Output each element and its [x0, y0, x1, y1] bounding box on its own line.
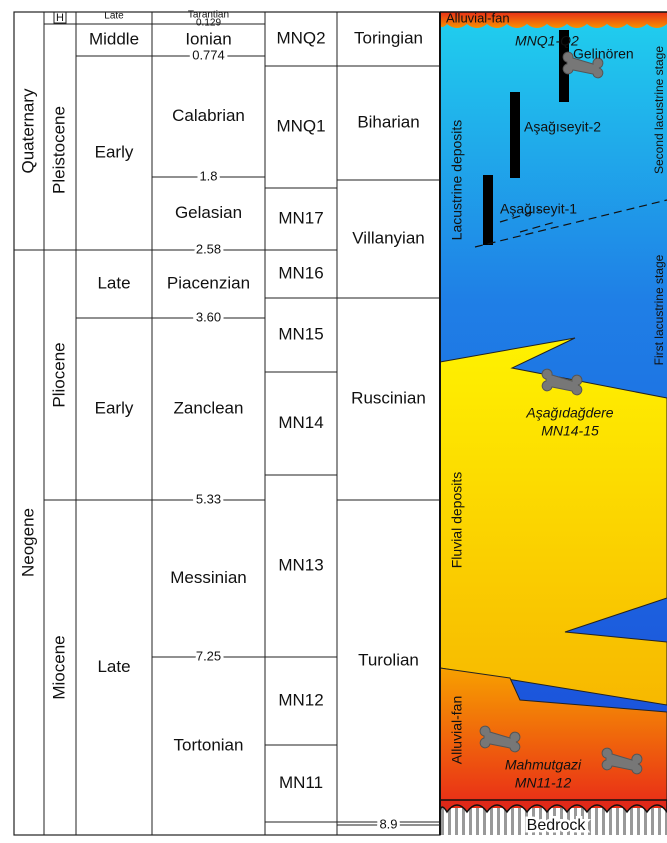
cell-label: H	[56, 12, 64, 24]
cell-label: Gelasian	[175, 203, 242, 222]
age-label: 8.9	[379, 816, 397, 831]
cell-label: Quaternary	[18, 88, 37, 174]
label: MN11-12	[515, 775, 572, 791]
label: MN14-15	[541, 423, 599, 439]
age-label: 1.8	[199, 168, 217, 183]
cell-label: MN14	[278, 413, 323, 432]
cell-label: Middle	[89, 29, 139, 48]
cell-label: MN11	[279, 773, 323, 792]
label: Bedrock	[527, 817, 587, 834]
cell-label: Villanyian	[352, 228, 424, 247]
cell-label: Neogene	[18, 508, 37, 577]
label: Alluvial-fan	[449, 696, 465, 764]
label: Aşağıseyit-1	[500, 201, 577, 217]
label: Aşağıseyit-2	[524, 119, 601, 135]
cell-label: Pliocene	[49, 342, 68, 407]
cell-label: Zanclean	[174, 398, 244, 417]
label: First lacustrine stage	[652, 254, 666, 365]
label: Alluvial-fan	[446, 10, 510, 25]
diagram: Quaternary Neogene H Pleistocene Pliocene Mio…	[0, 0, 667, 843]
cell-label: Miocene	[49, 635, 68, 699]
age-label: 5.33	[196, 491, 221, 506]
cell-label: Toringian	[354, 28, 423, 47]
cell-label: MN16	[278, 263, 323, 282]
cell-label: MNQ2	[276, 28, 325, 47]
cell-label: Ionian	[185, 29, 231, 48]
cell-label: Early	[95, 398, 134, 417]
fluvial-area	[440, 338, 667, 705]
label: Fluvial deposits	[449, 472, 465, 569]
cell-label: MN13	[278, 555, 323, 574]
age-label: 2.58	[196, 241, 221, 256]
label: Mahmutgazi	[505, 757, 582, 773]
label: Lacustrine deposits	[449, 120, 465, 241]
label: Aşağıdağdere	[525, 405, 613, 421]
cell-label: Calabrian	[172, 106, 245, 125]
cell-label: Early	[95, 142, 134, 161]
cell-label: MNQ1	[276, 116, 325, 135]
cell-label: Biharian	[357, 112, 419, 131]
cell-label: Late	[97, 657, 130, 676]
label: Gelinören	[573, 46, 634, 62]
age-label: 7.25	[196, 648, 221, 663]
age-label: 0.129	[196, 18, 221, 29]
cell-label: Piacenzian	[167, 273, 250, 292]
age-label: 3.60	[196, 309, 221, 324]
cell-label: MN12	[278, 690, 323, 709]
cell-label: Late	[97, 273, 130, 292]
cell-label: Pleistocene	[49, 106, 68, 194]
age-label: 0.774	[192, 47, 225, 62]
cell-label: MN15	[278, 324, 323, 343]
label: MNQ1-Q2	[515, 33, 579, 49]
label: Second lacustrine stage	[652, 46, 666, 174]
section-bar	[510, 92, 520, 178]
cell-label: MN17	[278, 208, 323, 227]
cell-label: Tortonian	[174, 735, 244, 754]
cell-label: Turolian	[358, 650, 419, 669]
cell-label: Messinian	[170, 568, 247, 587]
cell-label: Ruscinian	[351, 388, 426, 407]
table-frame	[14, 12, 440, 835]
section-bar	[483, 175, 493, 245]
